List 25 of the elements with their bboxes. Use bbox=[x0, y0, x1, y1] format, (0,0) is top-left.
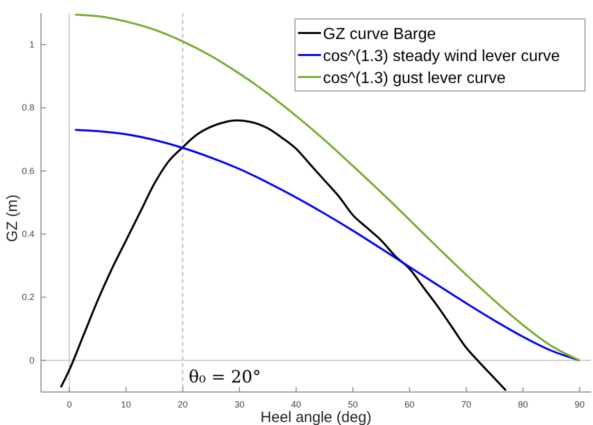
y-tick-label: 0.2 bbox=[22, 292, 34, 302]
x-tick-label: 20 bbox=[178, 400, 188, 410]
x-tick-label: 50 bbox=[348, 400, 358, 410]
legend-label: GZ curve Barge bbox=[323, 26, 436, 43]
y-tick-label: 0.8 bbox=[22, 102, 34, 113]
line-series bbox=[74, 14, 581, 362]
legend-label: cos^(1.3) gust lever curve bbox=[323, 70, 506, 87]
x-tick-label: 80 bbox=[518, 400, 528, 410]
x-tick-label: 70 bbox=[461, 400, 472, 410]
y-tick-label: 1 bbox=[29, 39, 34, 50]
legend-label: cos^(1.3) steady wind lever curve bbox=[323, 48, 560, 65]
line-series bbox=[60, 119, 507, 392]
ref-line-label: θ₀ = 20° bbox=[188, 367, 261, 388]
x-tick-label: 90 bbox=[574, 400, 585, 410]
line-series bbox=[74, 128, 581, 362]
x-tick-label: 60 bbox=[404, 400, 415, 410]
x-tick-label: 0 bbox=[66, 400, 72, 410]
x-tick-label: 40 bbox=[291, 400, 302, 410]
y-tick-label: 0 bbox=[29, 355, 34, 366]
x-tick-label: 30 bbox=[234, 400, 244, 410]
x-tick-label: 10 bbox=[121, 400, 132, 410]
y-axis-title: GZ (m) bbox=[4, 194, 21, 242]
x-axis-title: Heel angle (deg) bbox=[260, 409, 372, 425]
y-tick-label: 0.4 bbox=[22, 228, 34, 239]
y-tick-label: 0.6 bbox=[22, 166, 34, 176]
